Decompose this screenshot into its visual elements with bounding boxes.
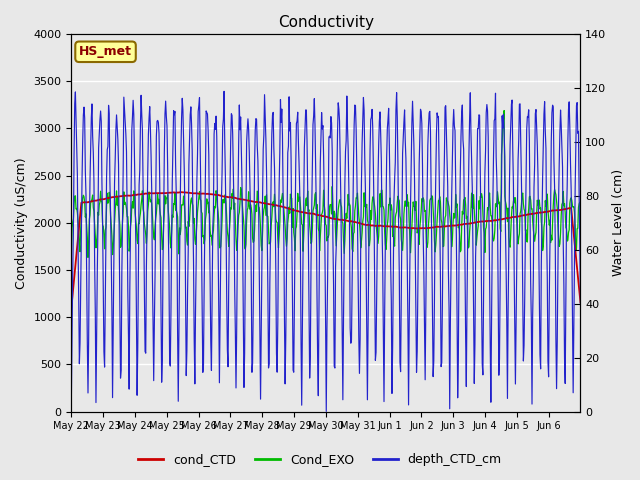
Title: Conductivity: Conductivity [278,15,374,30]
Y-axis label: Conductivity (uS/cm): Conductivity (uS/cm) [15,157,28,288]
Legend: cond_CTD, Cond_EXO, depth_CTD_cm: cond_CTD, Cond_EXO, depth_CTD_cm [133,448,507,471]
Y-axis label: Water Level (cm): Water Level (cm) [612,169,625,276]
Text: HS_met: HS_met [79,45,132,58]
